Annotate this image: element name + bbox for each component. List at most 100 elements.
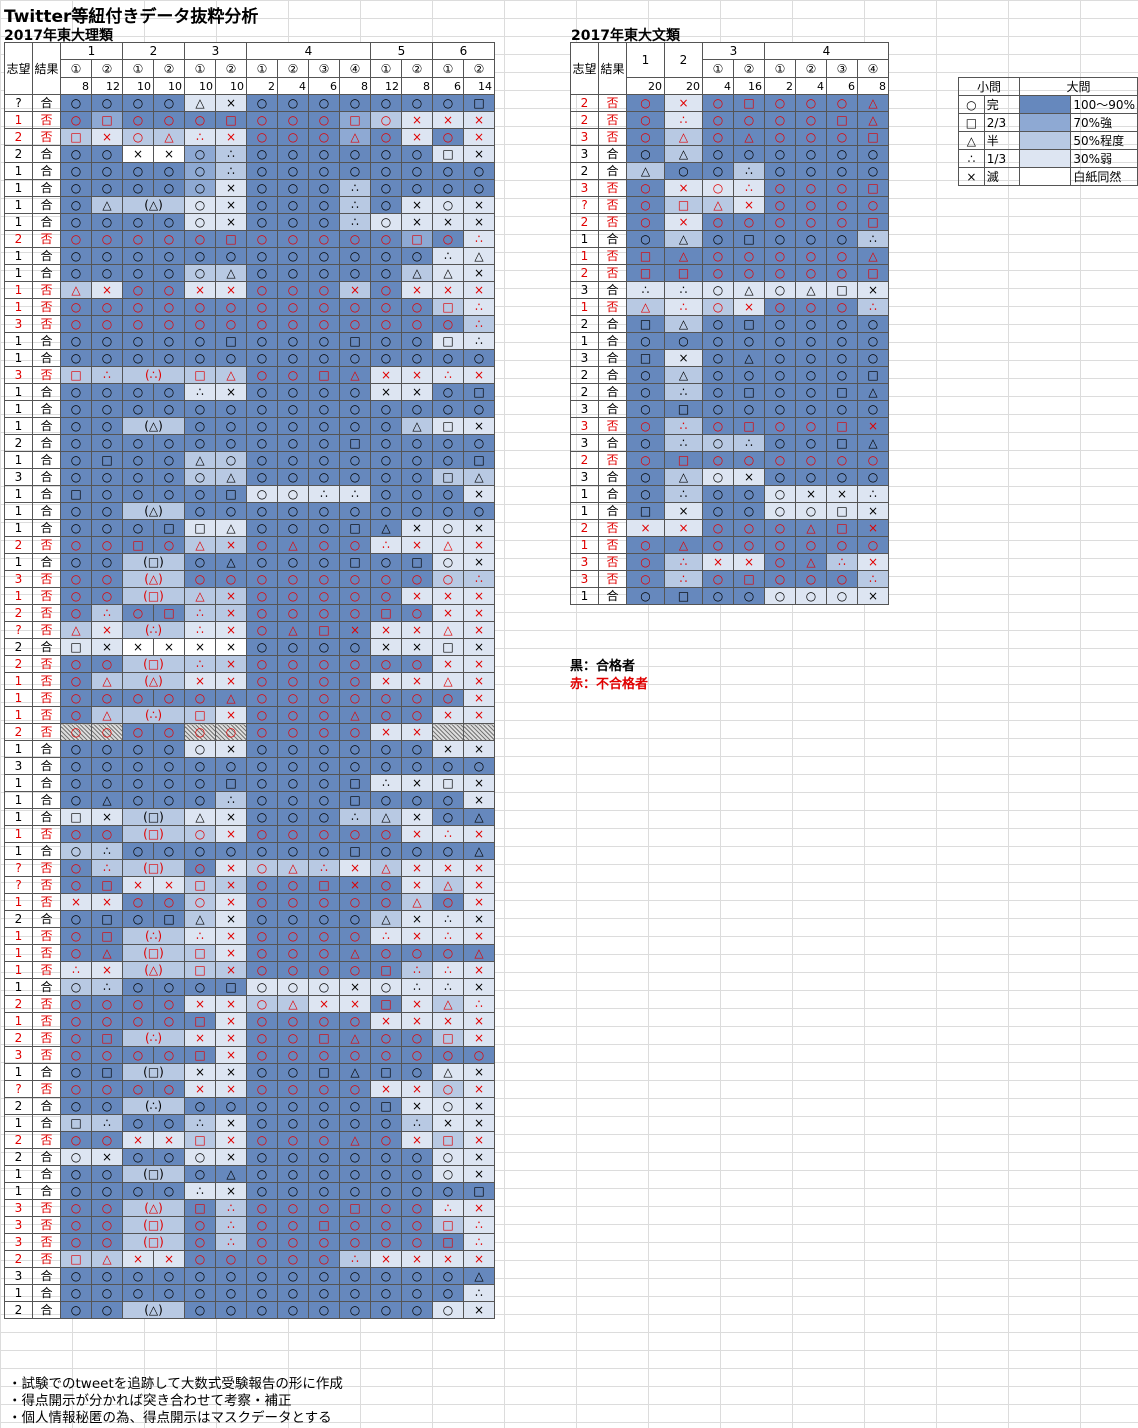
score-cell: ○ [308, 519, 340, 537]
score-cell: △ [184, 587, 216, 605]
score-cell: ○ [91, 1301, 123, 1319]
score-cell: ○ [795, 247, 827, 265]
score-cell: ○ [91, 689, 123, 707]
score-cell: ∴ [184, 927, 216, 945]
score-cell: ○ [857, 451, 889, 469]
score-cell: ○ [246, 1063, 278, 1081]
score-cell: ○ [764, 366, 796, 384]
choice-cell: 1 [4, 944, 33, 962]
score-cell: ○ [246, 485, 278, 503]
table-row: ? 合 ○ ○ ○ ○ △ × ○ ○ ○ ○ ○ ○ ○ □ [4, 94, 495, 112]
score-cell: □ [432, 145, 464, 163]
question-group: 4 [764, 42, 889, 60]
score-cell: ○ [370, 451, 402, 469]
score-cell: ○ [795, 434, 827, 452]
table-row: 1 否 ∴ × (△) □ × ○ ○ ○ ○ □ ∴ ∴ × [4, 961, 495, 979]
table-row: 2 否 ○ × ○ □ ○ ○ ○ △ [570, 94, 889, 112]
score-cell: ○ [339, 1097, 371, 1115]
score-cell: ○ [308, 1114, 340, 1132]
score-cell: ○ [702, 247, 734, 265]
table-row: 3 合 □ × ○ △ ○ ○ ○ ○ [570, 349, 889, 367]
score-cell: ○ [122, 485, 154, 503]
score-cell: ○ [308, 604, 340, 622]
score-cell: ○ [91, 349, 123, 367]
score-cell: ○ [857, 349, 889, 367]
choice-cell: 3 [570, 417, 599, 435]
score-cell: × [733, 196, 765, 214]
score-cell: × [215, 1131, 247, 1149]
score-cell: ○ [795, 94, 827, 112]
score-cell: ○ [91, 1267, 123, 1285]
score-cell: ○ [246, 332, 278, 350]
score-cell: ○ [215, 417, 247, 435]
choice-cell: 3 [570, 468, 599, 486]
score-cell: ○ [764, 485, 796, 503]
table-row: 1 否 ○ △ (∴) □ × ○ ○ ○ △ ○ ○ × × [4, 706, 495, 724]
score-cell: ○ [91, 145, 123, 163]
score-cell: ○ [153, 842, 185, 860]
score-cell: ○ [370, 1216, 402, 1234]
score-cell: ○ [339, 1301, 371, 1319]
result-cell: 否 [32, 876, 61, 894]
score-cell: ○ [626, 145, 665, 163]
score-cell: △ [664, 247, 703, 265]
score-cell: △ [795, 553, 827, 571]
points-cell: 2 [246, 77, 278, 95]
score-cell: ○ [857, 162, 889, 180]
score-cell: ○ [339, 825, 371, 843]
table-row: 3 合 ∴ ∴ ○ △ ○ △ □ × [570, 281, 889, 299]
score-cell: ○ [826, 366, 858, 384]
score-cell: ○ [733, 519, 765, 537]
score-cell: (∴) [122, 706, 185, 724]
choice-cell: 1 [4, 1012, 33, 1030]
score-cell: ○ [246, 723, 278, 741]
score-cell: ○ [277, 1301, 309, 1319]
score-cell: ○ [339, 230, 371, 248]
score-cell: ∴ [664, 298, 703, 316]
score-cell: ○ [277, 876, 309, 894]
score-cell: □ [733, 383, 765, 401]
score-cell: × [215, 179, 247, 197]
result-cell: 否 [598, 298, 627, 316]
score-cell: ○ [401, 162, 433, 180]
result-cell: 合 [32, 740, 61, 758]
score-cell: ○ [308, 825, 340, 843]
score-cell: ○ [246, 859, 278, 877]
score-cell: ○ [215, 298, 247, 316]
result-cell: 否 [32, 689, 61, 707]
score-cell: ○ [184, 213, 216, 231]
choice-cell: 1 [4, 1182, 33, 1200]
score-cell: ○ [277, 842, 309, 860]
score-cell: × [463, 825, 495, 843]
score-cell: ○ [795, 536, 827, 554]
score-cell: ○ [122, 128, 154, 146]
result-cell: 合 [32, 791, 61, 809]
score-cell: ○ [277, 162, 309, 180]
score-cell: ○ [122, 1182, 154, 1200]
points-cell: 20 [626, 77, 665, 95]
score-cell: ∴ [432, 978, 464, 996]
score-cell: ○ [370, 94, 402, 112]
score-cell: ○ [277, 417, 309, 435]
choice-cell: 1 [4, 1284, 33, 1302]
sub-question: ② [91, 59, 123, 78]
score-cell: ○ [401, 400, 433, 418]
score-cell: ○ [122, 842, 154, 860]
score-cell: □ [857, 213, 889, 231]
score-cell: × [664, 519, 703, 537]
table-row: 3 否 ○ ○ (□) ○ ∴ ○ ○ ○ ○ ○ ○ □ ∴ [4, 1233, 495, 1251]
score-cell: × [215, 604, 247, 622]
score-cell: ○ [215, 451, 247, 469]
score-cell: (□) [122, 859, 185, 877]
score-cell: × [463, 1097, 495, 1115]
score-cell: ○ [626, 128, 665, 146]
choice-cell: 1 [4, 587, 33, 605]
result-cell: 否 [32, 655, 61, 673]
table-row: 2 合 ○ □ ○ □ △ × ○ ○ ○ ○ △ × ∴ × [4, 910, 495, 928]
table-row: 2 否 ○ ○ (□) ∴ × ○ ○ ○ ○ ○ ○ × × [4, 655, 495, 673]
score-cell: ○ [826, 315, 858, 333]
score-cell: × [664, 213, 703, 231]
score-cell: ○ [153, 230, 185, 248]
result-cell: 合 [32, 1267, 61, 1285]
score-cell: ○ [60, 655, 92, 673]
